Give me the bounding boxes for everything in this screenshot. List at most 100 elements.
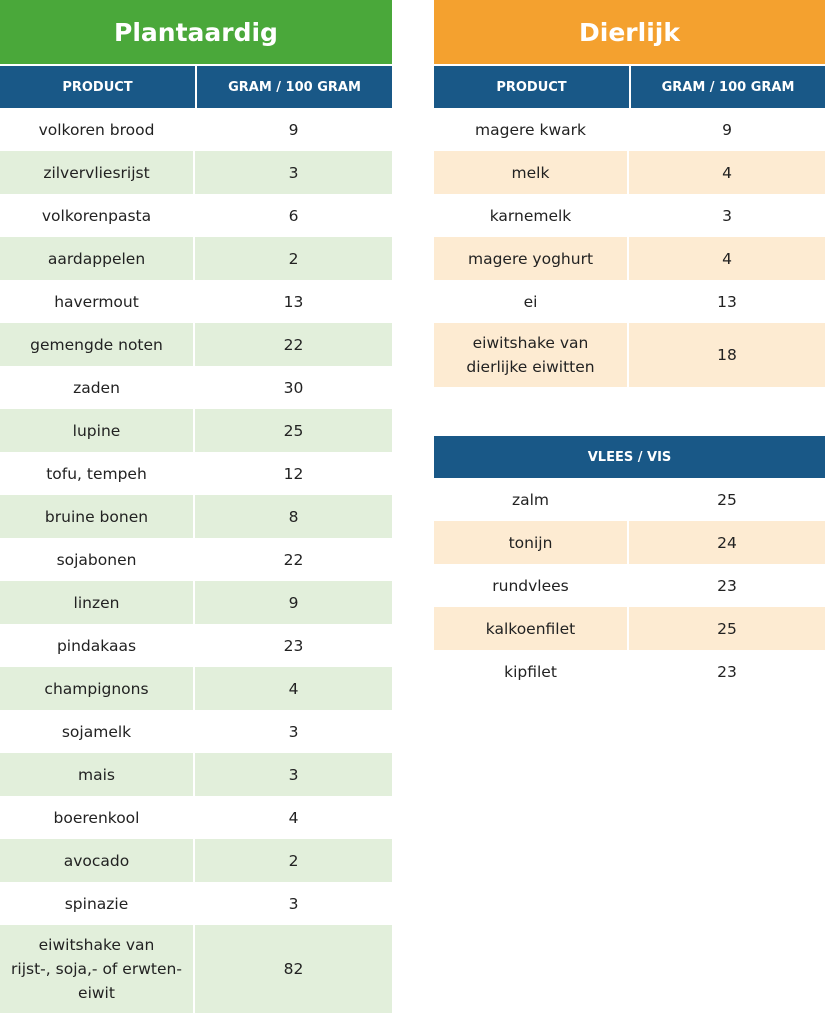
value-cell: 3 — [288, 765, 299, 784]
table-row: champignons 4 — [0, 667, 392, 710]
table-row: sojabonen 22 — [0, 538, 392, 581]
product-cell: zalm — [434, 478, 629, 521]
value-cell: 18 — [717, 346, 737, 364]
product-cell: aardappelen — [0, 237, 195, 280]
value-cell: 22 — [283, 335, 304, 354]
product-cell: havermout — [0, 280, 195, 323]
table-row: boerenkool 4 — [0, 796, 392, 839]
table-row: havermout 13 — [0, 280, 392, 323]
product-cell: sojamelk — [0, 710, 195, 753]
product-cell: bruine bonen — [0, 495, 195, 538]
product-cell: eiwitshake van rijst-, soja,- of erwten-… — [0, 925, 195, 1013]
table-row: volkorenpasta 6 — [0, 194, 392, 237]
value-cell: 3 — [288, 894, 299, 913]
value-cell: 2 — [288, 249, 299, 268]
table-row: zalm 25 — [434, 478, 825, 521]
product-cell: eiwitshake van dierlijke eiwitten — [434, 323, 629, 387]
column-header: PRODUCT GRAM / 100 GRAM — [434, 66, 825, 108]
table-row: eiwitshake van rijst-, soja,- of erwten-… — [0, 925, 392, 1013]
plant-table: Plantaardig PRODUCT GRAM / 100 GRAM volkor… — [0, 0, 392, 1013]
value-cell: 25 — [283, 421, 304, 440]
value-cell: 23 — [717, 576, 737, 595]
header-cell: GRAM / 100 GRAM — [228, 79, 361, 95]
value-cell: 22 — [283, 550, 304, 569]
column-header: PRODUCT GRAM / 100 GRAM — [0, 66, 392, 108]
value-cell: 23 — [283, 636, 304, 655]
section-header: VLEES / VIS — [434, 436, 825, 478]
table-row: melk 4 — [434, 151, 825, 194]
value-cell: 9 — [722, 120, 732, 139]
table-row: lupine 25 — [0, 409, 392, 452]
table-row: volkoren brood 9 — [0, 108, 392, 151]
value-cell: 23 — [717, 662, 737, 681]
value-cell: 13 — [717, 292, 737, 311]
value-cell: 25 — [717, 490, 737, 509]
table-row: aardappelen 2 — [0, 237, 392, 280]
product-cell: ei — [434, 280, 629, 323]
meat-table: VLEES / VIS zalm 25 tonijn 24 rundvlees 23 kal… — [434, 436, 825, 693]
table-row: spinazie 3 — [0, 882, 392, 925]
product-cell: rundvlees — [434, 564, 629, 607]
product-cell: zaden — [0, 366, 195, 409]
product-cell: magere kwark — [434, 108, 629, 151]
table-row: mais 3 — [0, 753, 392, 796]
table-row: sojamelk 3 — [0, 710, 392, 753]
table-row: tonijn 24 — [434, 521, 825, 564]
product-cell: zilvervliesrijst — [0, 151, 195, 194]
product-cell: mais — [0, 753, 195, 796]
value-cell: 25 — [717, 619, 737, 638]
header-cell: GRAM / 100 GRAM — [661, 79, 795, 95]
product-cell: lupine — [0, 409, 195, 452]
product-cell: champignons — [0, 667, 195, 710]
value-cell: 9 — [288, 120, 299, 139]
table-row: gemengde noten 22 — [0, 323, 392, 366]
table-row: kalkoenfilet 25 — [434, 607, 825, 650]
product-cell: volkorenpasta — [0, 194, 195, 237]
table-row: eiwitshake van dierlijke eiwitten 18 — [434, 323, 825, 387]
product-cell: magere yoghurt — [434, 237, 629, 280]
value-cell: 4 — [722, 249, 732, 268]
header-cell: PRODUCT — [0, 66, 197, 108]
table-row: karnemelk 3 — [434, 194, 825, 237]
value-cell: 3 — [722, 206, 732, 225]
table-row: avocado 2 — [0, 839, 392, 882]
section-title: VLEES / VIS — [587, 449, 672, 465]
product-cell: linzen — [0, 581, 195, 624]
table-row: magere yoghurt 4 — [434, 237, 825, 280]
table-row: bruine bonen 8 — [0, 495, 392, 538]
header-cell: PRODUCT — [434, 66, 631, 108]
value-cell: 8 — [288, 507, 299, 526]
value-cell: 24 — [717, 533, 737, 552]
product-cell: karnemelk — [434, 194, 629, 237]
value-cell: 6 — [288, 206, 299, 225]
value-cell: 82 — [283, 960, 304, 978]
value-cell: 4 — [288, 679, 299, 698]
table-row: pindakaas 23 — [0, 624, 392, 667]
product-cell: volkoren brood — [0, 108, 195, 151]
product-cell: tofu, tempeh — [0, 452, 195, 495]
product-cell: spinazie — [0, 882, 195, 925]
table-row: zilvervliesrijst 3 — [0, 151, 392, 194]
product-cell: avocado — [0, 839, 195, 882]
table-row: kipfilet 23 — [434, 650, 825, 693]
table-row: magere kwark 9 — [434, 108, 825, 151]
table-row: linzen 9 — [0, 581, 392, 624]
value-cell: 2 — [288, 851, 299, 870]
animal-table: Dierlijk PRODUCT GRAM / 100 GRAM magere kw… — [434, 0, 825, 387]
value-cell: 30 — [283, 378, 304, 397]
product-cell: boerenkool — [0, 796, 195, 839]
value-cell: 3 — [288, 722, 299, 741]
value-cell: 9 — [288, 593, 299, 612]
product-cell: gemengde noten — [0, 323, 195, 366]
product-cell: tonijn — [434, 521, 629, 564]
table-title: Dierlijk — [434, 0, 825, 64]
value-cell: 12 — [283, 464, 304, 483]
table-row: tofu, tempeh 12 — [0, 452, 392, 495]
table-row: ei 13 — [434, 280, 825, 323]
table-title: Plantaardig — [0, 0, 392, 64]
value-cell: 4 — [722, 163, 732, 182]
value-cell: 4 — [288, 808, 299, 827]
product-cell: kalkoenfilet — [434, 607, 629, 650]
value-cell: 3 — [288, 163, 299, 182]
